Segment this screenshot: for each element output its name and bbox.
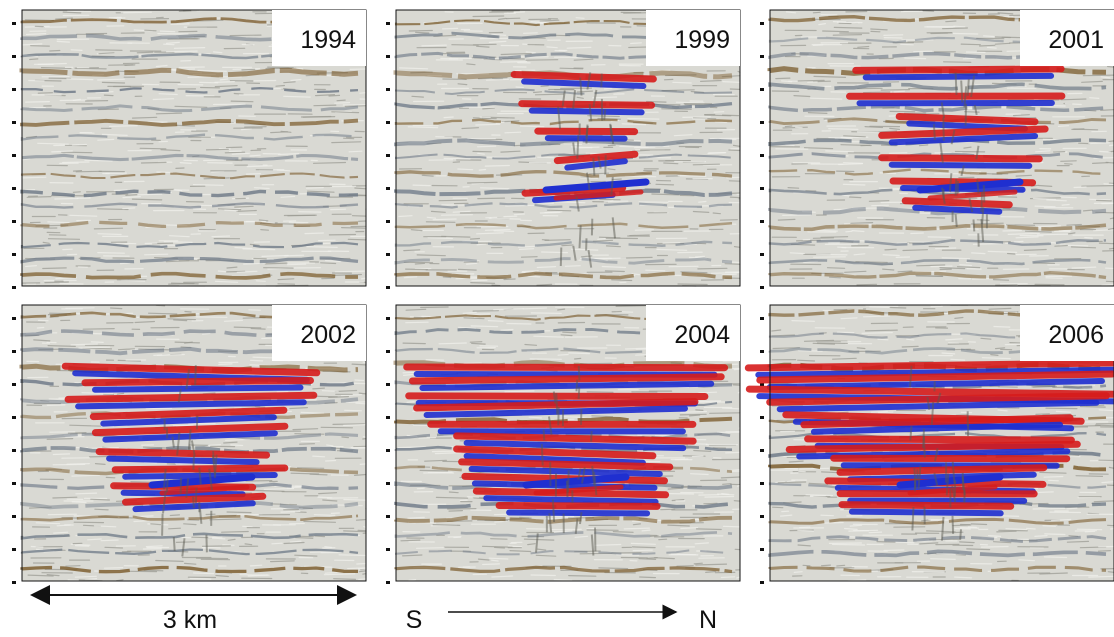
year-label: 1999 <box>674 26 730 54</box>
seismic-panel-1999: 1999 <box>386 9 741 289</box>
seismic-panel-2001: 2001 <box>760 9 1114 289</box>
direction-south-label: S <box>406 606 423 634</box>
year-label: 2004 <box>674 321 730 349</box>
year-label-box <box>1020 305 1114 361</box>
direction-indicator: S N <box>406 604 717 634</box>
year-label-box <box>646 10 740 66</box>
seismic-panel-1994: 1994 <box>12 9 367 289</box>
seismic-panel-2006: 2006 <box>744 304 1114 584</box>
seismic-panel-2004: 2004 <box>386 304 741 584</box>
year-label-box <box>1020 10 1114 66</box>
year-label-box <box>646 305 740 361</box>
year-label: 2006 <box>1048 321 1104 349</box>
year-label: 2002 <box>300 321 356 349</box>
direction-north-label: N <box>699 606 717 634</box>
seismic-panel-2002: 2002 <box>12 304 367 584</box>
scale-bar-label: 3 km <box>163 606 217 634</box>
year-label-box <box>272 10 366 66</box>
year-label: 1994 <box>300 26 356 54</box>
scale-bar: 3 km <box>30 585 357 634</box>
year-label-box <box>272 305 366 361</box>
year-label: 2001 <box>1048 26 1104 54</box>
